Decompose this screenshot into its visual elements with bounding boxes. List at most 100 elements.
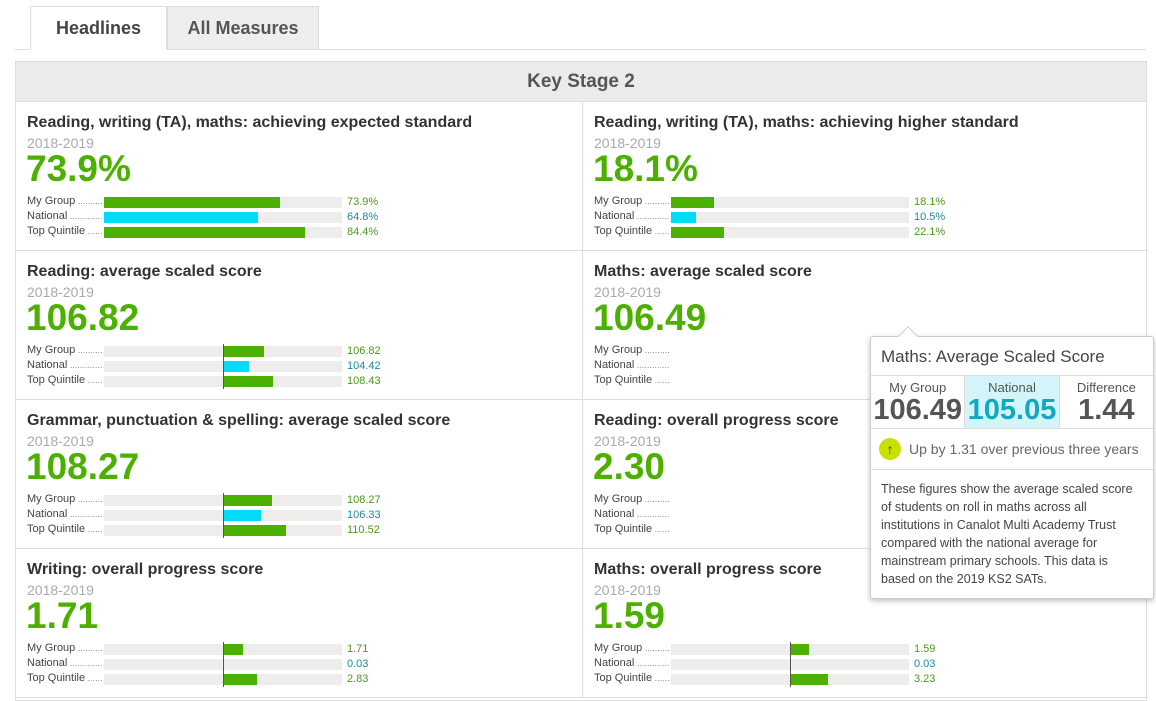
card-title: Reading, writing (TA), maths: achieving …: [27, 114, 472, 132]
card-title: Reading: overall progress score: [594, 412, 839, 430]
card-title: Maths: overall progress score: [594, 561, 822, 579]
bar-row: My Group 106.82: [27, 344, 387, 359]
bar-label: National: [594, 210, 670, 222]
card-value: 18.1%: [593, 148, 698, 190]
value: 1.44: [1060, 395, 1153, 425]
tab-all-measures[interactable]: All Measures: [167, 6, 319, 50]
bar-track: [104, 495, 342, 506]
bar-axis: [223, 359, 224, 374]
bar-fill: [671, 212, 696, 223]
bar-label: My Group: [594, 344, 670, 356]
card-title: Writing: overall progress score: [27, 561, 263, 579]
bar-track: [104, 644, 342, 655]
card-value: 106.82: [26, 297, 139, 339]
card-value: 108.27: [26, 446, 139, 488]
bar-fill: [223, 495, 272, 506]
bar-axis: [223, 374, 224, 389]
value: 105.05: [965, 395, 1058, 425]
card-value: 1.71: [26, 595, 98, 637]
measure-card[interactable]: Reading, writing (TA), maths: achieving …: [16, 102, 582, 251]
bar-track: [104, 525, 342, 536]
bar-value: 108.43: [347, 375, 381, 387]
bar-label: Top Quintile: [594, 225, 670, 237]
bar-label: National: [594, 359, 670, 371]
measure-card[interactable]: Reading: average scaled score 2018-2019 …: [16, 251, 582, 400]
bar-label: My Group: [27, 195, 103, 207]
bar-label: National: [27, 210, 103, 222]
card-value: 73.9%: [26, 148, 131, 190]
measure-card[interactable]: Reading, writing (TA), maths: achieving …: [582, 102, 1148, 251]
bar-value: 1.71: [347, 643, 368, 655]
bar-value: 2.83: [347, 673, 368, 685]
bar-row: Top Quintile 3.23: [594, 672, 954, 687]
bar-row: National 104.42: [27, 359, 387, 374]
bar-row: My Group 73.9%: [27, 195, 387, 210]
bar-track: [104, 659, 342, 670]
bar-value: 18.1%: [914, 196, 945, 208]
bar-axis: [223, 508, 224, 523]
bar-fill: [223, 525, 286, 536]
bar-value: 10.5%: [914, 211, 945, 223]
bar-track: [671, 212, 909, 223]
card-title: Reading, writing (TA), maths: achieving …: [594, 114, 1019, 132]
bar-label: Top Quintile: [27, 225, 103, 237]
bar-row: My Group 108.27: [27, 493, 387, 508]
bar-value: 22.1%: [914, 226, 945, 238]
bar-value: 0.03: [347, 658, 368, 670]
bar-value: 3.23: [914, 673, 935, 685]
value: 106.49: [871, 395, 964, 425]
bar-row: Top Quintile 110.52: [27, 523, 387, 538]
bar-row: National 0.03: [594, 657, 954, 672]
bar-fill: [104, 197, 280, 208]
bar-row: National 10.5%: [594, 210, 954, 225]
bar-row: Top Quintile 22.1%: [594, 225, 954, 240]
bar-row: My Group 1.71: [27, 642, 387, 657]
bar-track: [671, 644, 909, 655]
measure-card[interactable]: Writing: overall progress score 2018-201…: [16, 549, 582, 698]
bar-label: My Group: [27, 344, 103, 356]
bar-fill: [104, 212, 258, 223]
bar-row: Top Quintile 108.43: [27, 374, 387, 389]
bar-label: My Group: [27, 493, 103, 505]
bar-label: National: [594, 508, 670, 520]
bar-label: Top Quintile: [594, 374, 670, 386]
bar-axis: [790, 672, 791, 687]
label: National: [965, 380, 1058, 395]
bar-track: [104, 674, 342, 685]
bar-label: My Group: [594, 642, 670, 654]
bar-axis: [223, 523, 224, 538]
bar-track: [104, 346, 342, 357]
card-title: Grammar, punctuation & spelling: average…: [27, 412, 450, 430]
panel-title: Key Stage 2: [16, 62, 1146, 102]
label: My Group: [871, 380, 964, 395]
tooltip-description: These figures show the average scaled sc…: [871, 469, 1153, 598]
trend-text: Up by 1.31 over previous three years: [909, 441, 1139, 457]
bar-value: 110.52: [347, 524, 380, 536]
bar-track: [104, 197, 342, 208]
bar-value: 1.59: [914, 643, 935, 655]
tab-headlines[interactable]: Headlines: [30, 6, 167, 50]
bar-label: My Group: [27, 642, 103, 654]
bar-label: My Group: [594, 195, 670, 207]
bar-value: 104.42: [347, 360, 381, 372]
bar-label: National: [27, 359, 103, 371]
bar-value: 0.03: [914, 658, 935, 670]
bar-row: National 0.03: [27, 657, 387, 672]
bar-value: 64.8%: [347, 211, 378, 223]
tooltip-title: Maths: Average Scaled Score: [871, 337, 1153, 375]
measure-card[interactable]: Grammar, punctuation & spelling: average…: [16, 400, 582, 549]
bar-value: 84.4%: [347, 226, 378, 238]
bar-fill: [223, 674, 257, 685]
bar-axis: [223, 642, 224, 657]
card-value: 106.49: [593, 297, 706, 339]
bar-label: National: [27, 508, 103, 520]
card-value: 1.59: [593, 595, 665, 637]
bar-track: [671, 227, 909, 238]
bar-axis: [790, 642, 791, 657]
bar-fill: [223, 644, 243, 655]
bar-fill: [671, 227, 724, 238]
bar-row: National 64.8%: [27, 210, 387, 225]
bar-label: My Group: [594, 493, 670, 505]
